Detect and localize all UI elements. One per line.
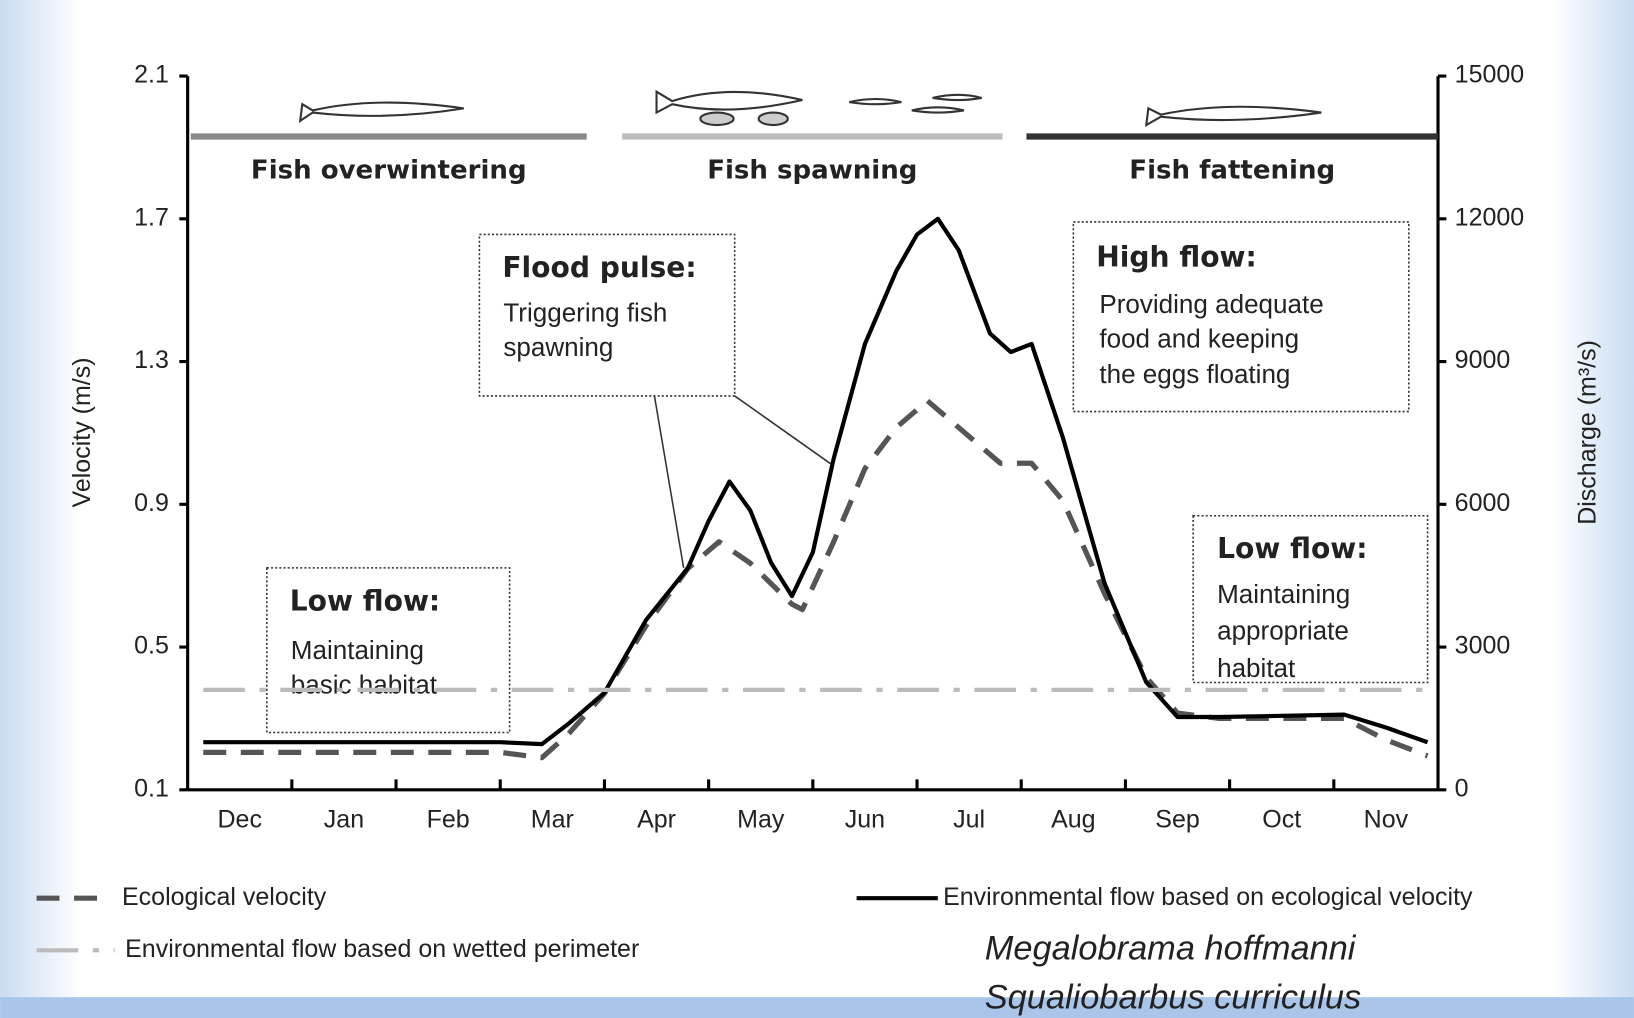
- annotation-text: the eggs floating: [1099, 359, 1290, 389]
- egg-cluster: [699, 111, 735, 127]
- x-tick-label: Jul: [953, 806, 985, 834]
- annotation-text: Maintaining: [291, 635, 424, 665]
- annotation-box: [266, 567, 511, 734]
- annotation-title: High flow:: [1096, 240, 1257, 273]
- annotation-title: Low flow:: [1217, 532, 1367, 565]
- x-tick-label: Mar: [531, 806, 574, 834]
- series-line: [203, 398, 1429, 761]
- x-tick-label: Feb: [427, 806, 470, 834]
- y-tick-label: 0.5: [134, 632, 169, 660]
- y2-axis-label: Discharge (m³/s): [1574, 340, 1602, 525]
- legend-label: Ecological velocity: [122, 883, 327, 911]
- legend-label: Environmental flow based on ecological v…: [943, 883, 1473, 911]
- y-axis-label: Velocity (m/s): [68, 357, 96, 507]
- y2-tick-label: 9000: [1455, 346, 1511, 374]
- x-tick-label: Aug: [1051, 806, 1095, 834]
- leader-line: [653, 395, 685, 569]
- y-tick-label: 0.1: [134, 774, 169, 802]
- egg-cluster: [757, 111, 789, 127]
- legend-label: Environmental flow based on wetted perim…: [125, 935, 639, 963]
- phase-label: Fish overwintering: [251, 155, 527, 185]
- annotation-text: appropriate: [1217, 615, 1349, 645]
- annotation-text: Maintaining: [1217, 579, 1350, 609]
- small-fish: [849, 93, 982, 114]
- fish-icons: [298, 89, 1322, 127]
- x-tick-label: Dec: [218, 806, 262, 834]
- fish-icon: [298, 101, 464, 123]
- y-tick-label: 2.1: [134, 61, 169, 89]
- annotation-box: [1072, 221, 1410, 413]
- fish-icon: [1144, 105, 1322, 127]
- x-tick-label: Sep: [1155, 806, 1199, 834]
- annotation-text: basic habitat: [291, 670, 438, 700]
- leader-line: [734, 395, 831, 465]
- y2-tick-label: 12000: [1455, 203, 1525, 231]
- annotation-text: Triggering fish: [503, 298, 667, 328]
- y2-tick-label: 3000: [1455, 632, 1511, 660]
- annotation-text: food and keeping: [1099, 324, 1299, 354]
- annotation-title: Flood pulse:: [502, 251, 696, 284]
- phase-label: Fish fattening: [1129, 155, 1335, 185]
- fish-icon: [655, 89, 803, 115]
- annotation-box: [1192, 514, 1429, 684]
- annotation-boxes: [266, 221, 1429, 734]
- phase-label: Fish spawning: [707, 155, 917, 185]
- annotation-text: spawning: [503, 332, 613, 362]
- x-tick-label: Oct: [1262, 806, 1301, 834]
- bottom-band: [0, 997, 1634, 1018]
- species-name: Megalobrama hoffmanni: [985, 929, 1357, 967]
- y-tick-label: 1.7: [134, 203, 169, 231]
- y2-tick-label: 6000: [1455, 489, 1511, 517]
- y2-tick-label: 0: [1455, 774, 1469, 802]
- x-tick-label: Nov: [1364, 806, 1409, 834]
- annotation-title: Low flow:: [290, 584, 440, 617]
- species-name: Squaliobarbus curriculus: [985, 978, 1361, 1016]
- x-tick-label: Jun: [845, 806, 885, 834]
- annotation-text: Providing adequate: [1099, 289, 1323, 319]
- x-tick-label: Jan: [324, 806, 364, 834]
- y-tick-label: 0.9: [134, 489, 169, 517]
- annotation-text: habitat: [1217, 653, 1296, 683]
- y-tick-label: 1.3: [134, 346, 169, 374]
- x-tick-label: Apr: [637, 806, 676, 834]
- y2-tick-label: 15000: [1455, 61, 1525, 89]
- x-tick-label: May: [737, 806, 785, 834]
